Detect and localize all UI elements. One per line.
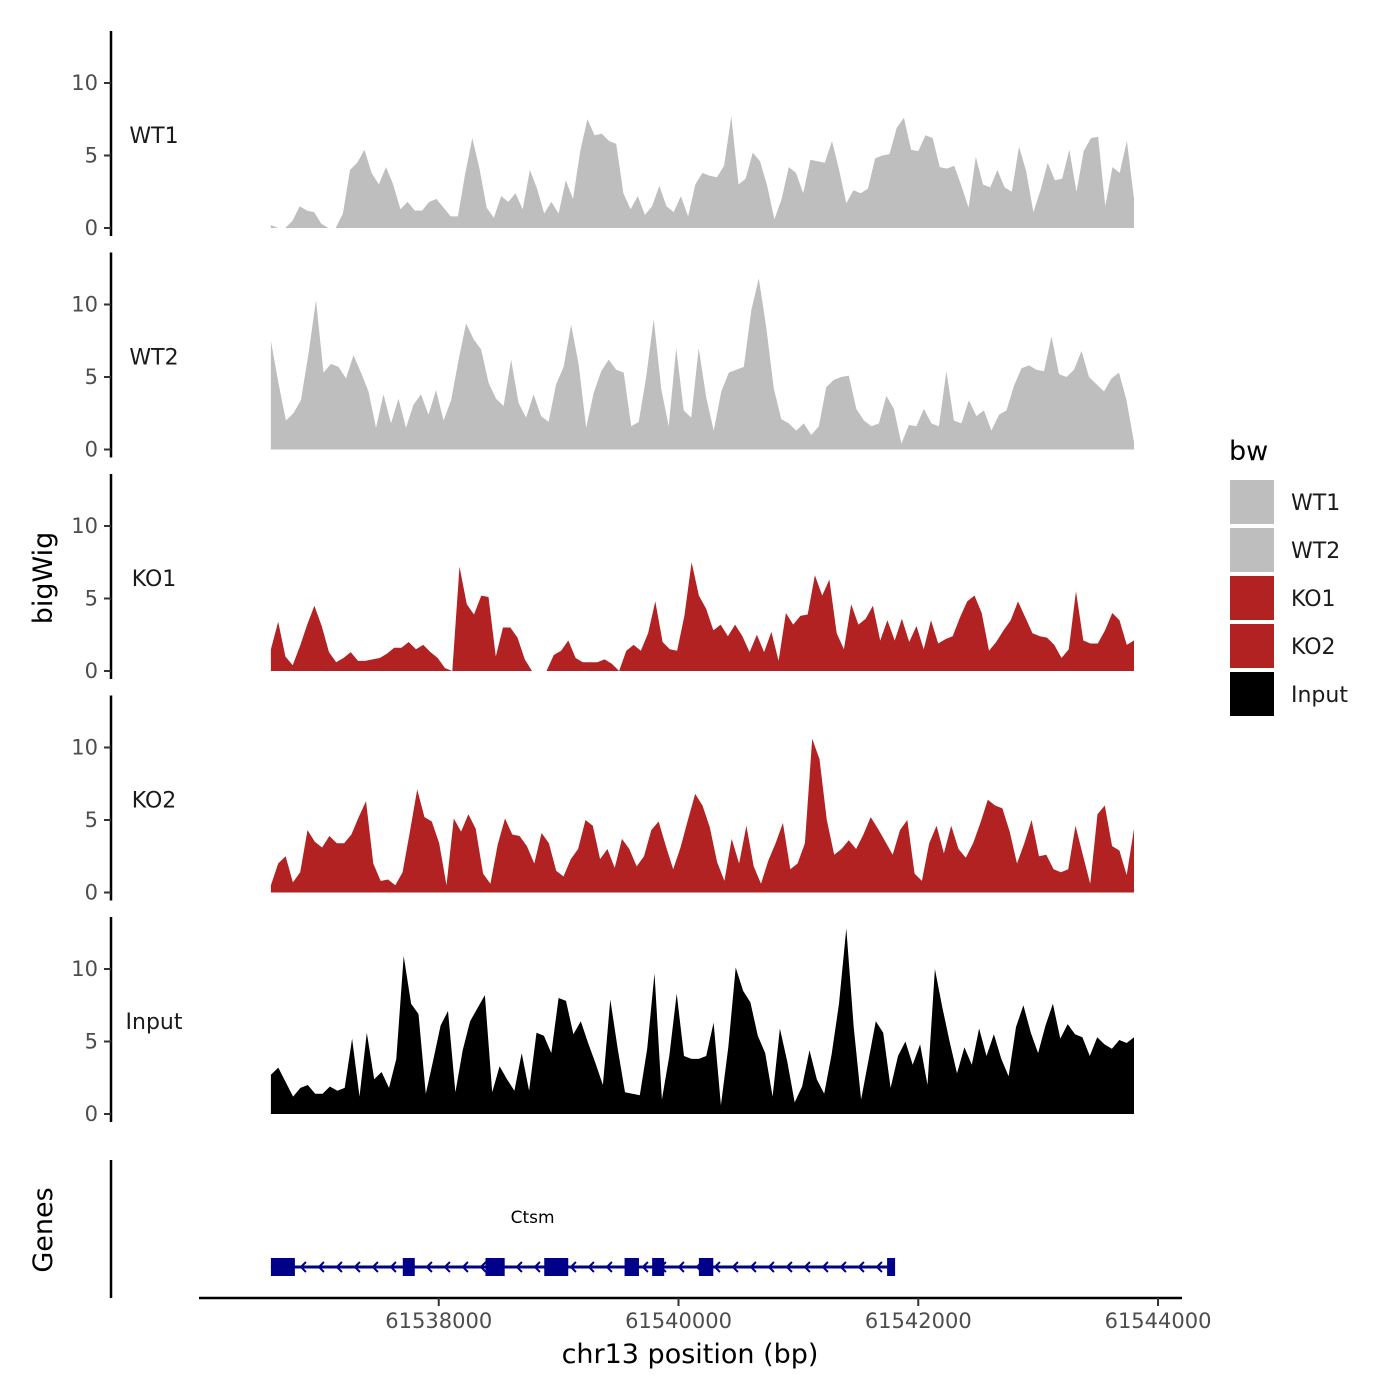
strand-arrow <box>371 1261 379 1273</box>
strand-arrow <box>749 1261 757 1273</box>
track-label-wt2: WT2 <box>129 346 178 371</box>
strand-arrow <box>821 1261 829 1273</box>
strand-arrow <box>587 1261 595 1273</box>
strand-arrow <box>479 1261 487 1273</box>
legend-entry-wt2: WT2 <box>1230 528 1340 572</box>
y-tick-label: 10 <box>71 514 98 538</box>
legend-title: bw <box>1229 436 1268 467</box>
strand-arrow <box>569 1261 577 1273</box>
strand-arrow <box>299 1261 307 1273</box>
track-ko2: 0 5 10 KO2 <box>71 695 1134 905</box>
y-tick-label: 5 <box>85 587 98 611</box>
strand-arrow <box>335 1261 343 1273</box>
track-wt1: 0 5 10 WT1 <box>71 31 1134 240</box>
y-axis-title: bigWig <box>28 532 59 625</box>
coverage-area-wt1 <box>270 116 1134 228</box>
track-wt2: 0 5 10 WT2 <box>71 252 1134 462</box>
strand-arrow <box>461 1261 469 1273</box>
coverage-area-ko2 <box>270 738 1134 893</box>
strand-arrow <box>533 1261 541 1273</box>
strand-arrow <box>839 1261 847 1273</box>
coverage-area-wt2 <box>270 278 1134 450</box>
y-tick-label: 0 <box>85 216 98 240</box>
exon-block <box>485 1258 505 1276</box>
track-input: 0 5 10 Input <box>71 917 1134 1126</box>
y-tick-label: 0 <box>85 881 98 905</box>
y-tick-label: 5 <box>85 144 98 168</box>
x-tick-label: 61542000 <box>865 1309 972 1333</box>
x-axis: 61538000 61540000 61542000 61544000 chr13 p… <box>199 1296 1211 1370</box>
legend-entry-ko1: KO1 <box>1230 576 1336 620</box>
exon-block <box>624 1258 639 1276</box>
legend-entry-ko2: KO2 <box>1230 624 1336 668</box>
exon-block <box>544 1258 569 1276</box>
legend-label-input: Input <box>1291 683 1348 708</box>
legend-swatch-ko2 <box>1230 624 1274 668</box>
legend-entry-wt1: WT1 <box>1230 480 1340 524</box>
legend-swatch-input <box>1230 672 1274 716</box>
coverage-area-input <box>270 928 1134 1114</box>
strand-arrow <box>875 1261 883 1273</box>
strand-arrow <box>389 1261 397 1273</box>
legend-swatch-wt2 <box>1230 528 1274 572</box>
legend: bw WT1 WT2 KO1 KO2 Input <box>1229 436 1348 716</box>
legend-label-wt1: WT1 <box>1291 491 1340 516</box>
strand-arrow <box>425 1261 433 1273</box>
exon-block <box>887 1258 896 1276</box>
coverage-area-ko1 <box>270 562 1134 671</box>
gene-model: Ctsm <box>270 1208 896 1276</box>
y-tick-label: 0 <box>85 1102 98 1126</box>
strand-arrow <box>785 1261 793 1273</box>
y-tick-label: 5 <box>85 1030 98 1054</box>
y-tick-label: 10 <box>71 293 98 317</box>
strand-arrow <box>443 1261 451 1273</box>
strand-arrow <box>641 1261 649 1273</box>
y-tick-label: 5 <box>85 808 98 832</box>
strand-arrow <box>353 1261 361 1273</box>
track-label-wt1: WT1 <box>129 124 178 149</box>
y-tick-label: 10 <box>71 71 98 95</box>
gene-panel: Genes Ctsm <box>28 1160 896 1298</box>
track-label-input: Input <box>126 1010 183 1035</box>
legend-label-ko2: KO2 <box>1291 635 1336 660</box>
x-tick-label: 61544000 <box>1105 1309 1212 1333</box>
y-tick-label: 10 <box>71 736 98 760</box>
strand-arrow <box>857 1261 865 1273</box>
legend-label-ko1: KO1 <box>1291 587 1336 612</box>
track-label-ko2: KO2 <box>132 789 177 814</box>
genes-panel-label: Genes <box>28 1187 59 1272</box>
y-tick-label: 10 <box>71 957 98 981</box>
track-label-ko1: KO1 <box>132 567 177 592</box>
strand-arrow <box>713 1261 721 1273</box>
exon-block <box>698 1258 714 1276</box>
track-ko1: 0 5 10 KO1 <box>71 474 1134 683</box>
legend-swatch-wt1 <box>1230 480 1274 524</box>
y-tick-label: 5 <box>85 365 98 389</box>
x-tick-label: 61540000 <box>625 1309 732 1333</box>
x-axis-title: chr13 position (bp) <box>562 1339 819 1370</box>
y-tick-label: 0 <box>85 659 98 683</box>
legend-swatch-ko1 <box>1230 576 1274 620</box>
x-ticks: 61538000 61540000 61542000 61544000 <box>385 1298 1211 1333</box>
strand-arrow <box>731 1261 739 1273</box>
strand-arrow <box>317 1261 325 1273</box>
legend-entry-input: Input <box>1230 672 1348 716</box>
gene-name-label: Ctsm <box>511 1208 555 1228</box>
strand-arrow <box>803 1261 811 1273</box>
y-tick-label: 0 <box>85 438 98 462</box>
strand-arrow <box>605 1261 613 1273</box>
legend-items: WT1 WT2 KO1 KO2 Input <box>1230 480 1348 716</box>
exon-block <box>402 1258 415 1276</box>
tracks-layer: 0 5 10 WT1 0 5 10 WT2 0 5 10 KO1 0 5 10 KO2 0 5 10 Input <box>71 31 1134 1126</box>
x-tick-label: 61538000 <box>385 1309 492 1333</box>
exon-block <box>652 1258 665 1276</box>
exon-block <box>270 1258 295 1276</box>
strand-arrow <box>677 1261 685 1273</box>
strand-arrow <box>515 1261 523 1273</box>
strand-arrow <box>767 1261 775 1273</box>
legend-label-wt2: WT2 <box>1291 539 1340 564</box>
